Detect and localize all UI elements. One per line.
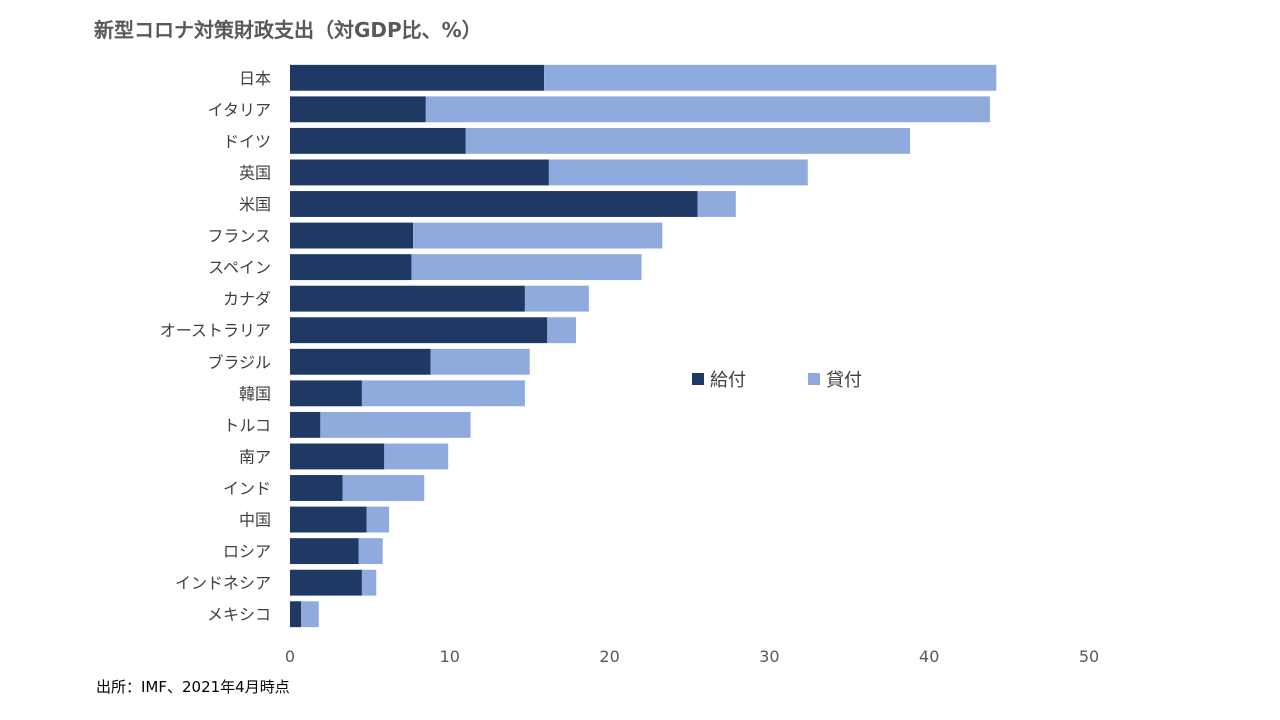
- bar-kyufu-1: [290, 96, 426, 123]
- bar-kyufu-16: [290, 569, 362, 596]
- legend-label-kyufu: 給付: [710, 370, 746, 391]
- category-label: インド: [223, 479, 271, 498]
- category-label: ドイツ: [223, 132, 271, 151]
- category-labels: 日本イタリアドイツ英国米国フランススペインカナダオーストラリアブラジル韓国トルコ…: [160, 69, 271, 624]
- bar-kashitsuke-2: [465, 127, 911, 154]
- bars-layer: [290, 64, 997, 628]
- x-tick-label: 30: [759, 647, 779, 666]
- x-tick-label: 40: [919, 647, 939, 666]
- category-label: 韓国: [239, 384, 271, 403]
- bar-kashitsuke-3: [548, 159, 808, 186]
- bar-kyufu-10: [290, 380, 362, 407]
- x-tick-label: 10: [440, 647, 460, 666]
- legend: 給付 貸付: [692, 370, 862, 391]
- category-label: スペイン: [208, 258, 271, 277]
- bar-kashitsuke-5: [413, 222, 663, 249]
- category-label: ブラジル: [207, 353, 271, 372]
- category-label: インドネシア: [175, 574, 271, 593]
- legend-swatch-kashitsuke: [808, 373, 820, 385]
- category-label: イタリア: [208, 100, 271, 119]
- bar-kyufu-2: [290, 127, 466, 154]
- bar-kyufu-17: [290, 601, 302, 628]
- category-label: 英国: [239, 163, 271, 182]
- bar-kashitsuke-17: [301, 601, 319, 628]
- bar-kyufu-5: [290, 222, 414, 249]
- chart-source-note: 出所：IMF、2021年4月時点: [96, 678, 290, 696]
- bar-kashitsuke-14: [366, 506, 390, 533]
- bar-kyufu-6: [290, 254, 412, 281]
- bar-kyufu-7: [290, 285, 525, 312]
- bar-kashitsuke-16: [361, 569, 377, 596]
- bar-kyufu-13: [290, 475, 343, 501]
- category-label: フランス: [207, 227, 271, 246]
- x-tick-label: 20: [599, 647, 619, 666]
- category-label: 米国: [239, 195, 271, 214]
- bar-kyufu-15: [290, 538, 359, 565]
- bar-kashitsuke-4: [697, 191, 736, 217]
- category-label: 日本: [239, 69, 271, 88]
- category-label: メキシコ: [207, 605, 271, 624]
- bar-kashitsuke-11: [320, 411, 471, 438]
- bar-kashitsuke-7: [524, 285, 589, 312]
- bar-kyufu-9: [290, 348, 431, 375]
- bar-kyufu-3: [290, 159, 549, 186]
- bar-kyufu-8: [290, 317, 548, 344]
- bar-kashitsuke-9: [430, 348, 530, 375]
- category-label: 中国: [239, 511, 271, 530]
- bar-kyufu-4: [290, 191, 698, 217]
- chart-title: 新型コロナ対策財政支出（対GDP比、%）: [94, 18, 482, 42]
- category-label: ロシア: [223, 542, 271, 561]
- category-label: 南ア: [239, 447, 271, 466]
- bar-kashitsuke-15: [358, 538, 383, 565]
- bar-kashitsuke-6: [411, 254, 642, 281]
- bar-kyufu-0: [290, 64, 545, 91]
- x-axis-tick-labels: 0 10 20 30 40 50: [285, 647, 1099, 666]
- legend-label-kashitsuke: 貸付: [826, 370, 862, 391]
- bar-kashitsuke-12: [384, 443, 449, 470]
- bar-kashitsuke-13: [342, 475, 425, 501]
- bar-kashitsuke-1: [425, 96, 990, 123]
- bar-kyufu-11: [290, 411, 321, 438]
- bar-kashitsuke-0: [544, 64, 997, 91]
- category-label: カナダ: [223, 290, 271, 309]
- x-tick-label: 50: [1079, 647, 1099, 666]
- bar-kyufu-14: [290, 506, 367, 533]
- x-tick-label: 0: [285, 647, 295, 666]
- bar-kashitsuke-10: [361, 380, 525, 407]
- category-label: トルコ: [223, 416, 271, 435]
- category-label: オーストラリア: [160, 321, 271, 340]
- bar-kyufu-12: [290, 443, 385, 470]
- legend-swatch-kyufu: [692, 373, 704, 385]
- bar-kashitsuke-8: [547, 317, 577, 344]
